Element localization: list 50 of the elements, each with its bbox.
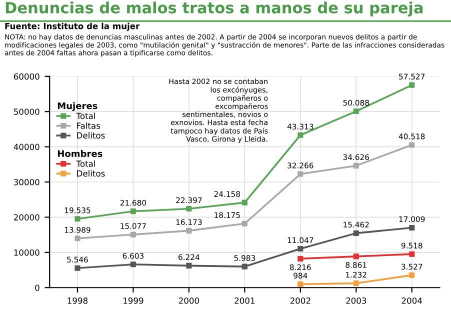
point [409, 272, 415, 278]
y-tick-label: 50000 [14, 108, 40, 115]
point [353, 230, 359, 236]
x-tick-label: 2004 [402, 297, 422, 304]
point [298, 281, 304, 287]
x-tick-label: 2000 [178, 297, 199, 304]
point [298, 246, 304, 252]
legend-label: Delitos [77, 132, 105, 139]
x-tick-label: 2003 [346, 297, 366, 304]
point [409, 142, 415, 148]
y-tick-label: 30000 [14, 178, 40, 186]
y-tick-label: 40000 [14, 144, 40, 150]
point [242, 220, 248, 226]
y-tick-label: 60000 [14, 73, 40, 80]
point [74, 265, 80, 271]
point [353, 254, 359, 260]
y-tick-label: 10000 [14, 249, 40, 256]
point [242, 264, 248, 270]
point [409, 224, 415, 231]
x-tick-label: 2002 [290, 297, 310, 304]
point [298, 132, 304, 138]
x-tick-label: 1998 [68, 297, 88, 304]
x-tick-label: 2001 [234, 297, 254, 304]
point [130, 208, 136, 214]
point [74, 216, 80, 222]
point [409, 251, 415, 257]
point [298, 171, 304, 177]
legend-label: Total [76, 160, 95, 167]
legend-title: Mujeres [58, 102, 98, 111]
annotation: Hombres [58, 150, 102, 158]
legend-label: Faltas [77, 122, 100, 129]
point [186, 228, 192, 234]
chart-title: Denuncias de malos tratos a manos de su pareja [6, 2, 423, 17]
point [298, 256, 304, 262]
point [242, 200, 248, 206]
point [353, 280, 359, 286]
point [409, 82, 415, 88]
legend-label: Delitos [77, 170, 105, 177]
legend-label: Total [76, 112, 95, 120]
point [353, 162, 359, 168]
chart-subtitle: Fuente: Instituto de la mujer [5, 22, 140, 31]
point [74, 236, 80, 242]
y-tick-label: 0 [35, 284, 40, 291]
x-tick-label: 1999 [124, 297, 144, 304]
point [130, 262, 136, 268]
point [186, 262, 192, 268]
y-tick-label: 20000 [14, 214, 40, 220]
point [353, 108, 359, 114]
point [186, 206, 192, 212]
point [130, 232, 136, 238]
